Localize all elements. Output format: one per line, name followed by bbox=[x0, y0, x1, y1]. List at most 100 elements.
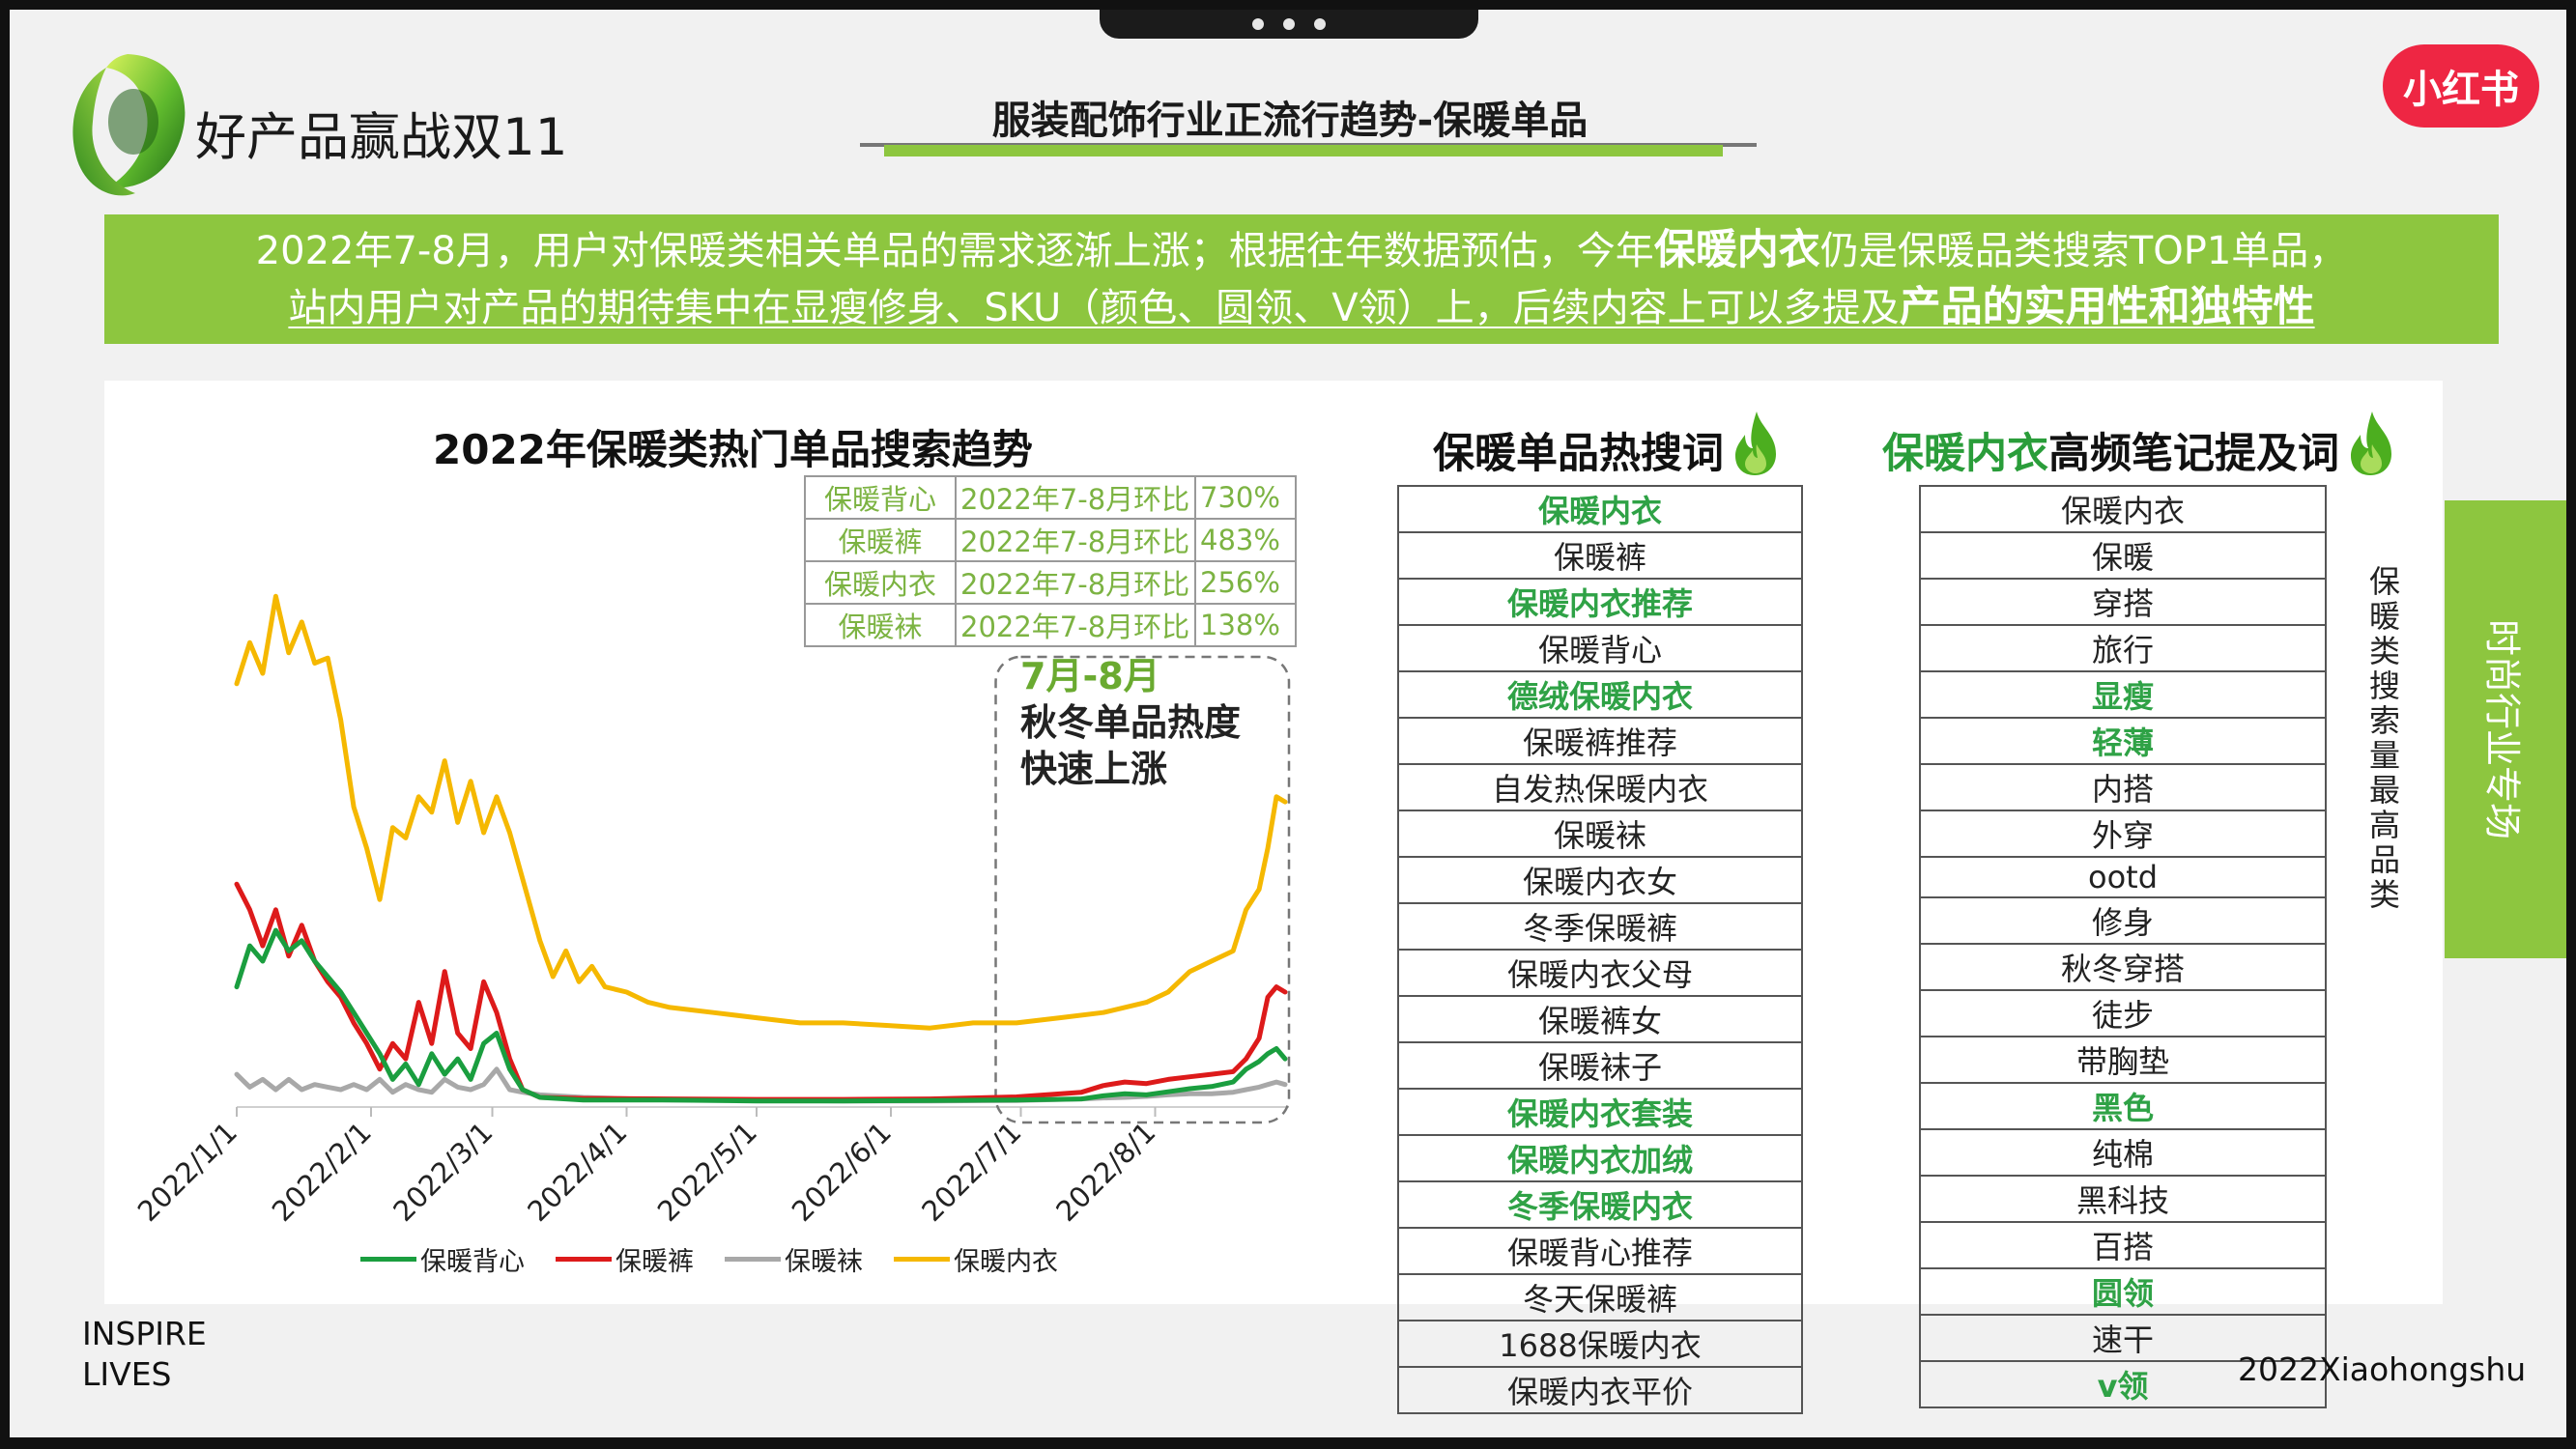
note-term-row: 修身 bbox=[1919, 895, 2327, 945]
inspire-text: INSPIRE bbox=[82, 1315, 207, 1352]
legend-swatch bbox=[725, 1257, 781, 1262]
mom-row: 保暖背心 2022年7-8月环比 730% bbox=[804, 475, 1297, 520]
slide: 好产品赢战双11 服装配饰行业正流行趋势-保暖单品 小红书 2022年7-8月，… bbox=[10, 10, 2566, 1437]
note-term-row: 秋冬穿搭 bbox=[1919, 942, 2327, 991]
series-line-2 bbox=[234, 1066, 1288, 1104]
note-term-row: ootd bbox=[1919, 856, 2327, 898]
green-ribbon-logo-icon bbox=[72, 54, 186, 196]
hot-term-row: 保暖内衣加绒 bbox=[1397, 1134, 1803, 1182]
x-tick-label: 2022/1/1 bbox=[131, 1116, 243, 1228]
mom-period: 2022年7-8月环比 bbox=[955, 560, 1196, 605]
legend-label: 保暖背心 bbox=[420, 1247, 525, 1277]
hot-term-row: 1688保暖内衣 bbox=[1397, 1320, 1803, 1368]
note-term-cell: 速干 bbox=[1919, 1313, 2327, 1362]
hot-terms-table: 保暖内衣 保暖裤 保暖内衣推荐 保暖背心 德绒保暖内衣 保暖裤推荐 自发热保暖内衣 保暖袜 保暖… bbox=[1397, 485, 1803, 1414]
legend-item: 保暖裤 bbox=[556, 1240, 694, 1278]
x-tick-label: 2022/2/1 bbox=[266, 1116, 378, 1228]
hot-term-row: 保暖内衣 bbox=[1397, 485, 1803, 533]
annotation: 7月-8月 秋冬单品热度 快速上涨 bbox=[1020, 653, 1241, 792]
series-line-1 bbox=[234, 881, 1288, 1102]
hot-term-row: 冬季保暖内衣 bbox=[1397, 1180, 1803, 1229]
note-term-row: 纯棉 bbox=[1919, 1127, 2327, 1177]
inspire-lives: INSPIRE LIVES bbox=[82, 1314, 207, 1395]
hot-term-row: 保暖内衣平价 bbox=[1397, 1366, 1803, 1414]
hot-term-cell: 冬季保暖裤 bbox=[1397, 902, 1803, 951]
hot-term-cell: 冬季保暖内衣 bbox=[1397, 1180, 1803, 1229]
trend-chart: 2022/1/1 2022/2/1 2022/3/1 2022/4/1 2022/5/1… bbox=[131, 593, 1291, 1228]
note-term-cell: 圆领 bbox=[1919, 1266, 2327, 1316]
note-terms-table: 保暖内衣 保暖 穿搭 旅行 显瘦 轻薄 内搭 外穿 ootd 修身 秋冬穿搭 徒步 带胸垫 黑色 纯棉 黑科技… bbox=[1919, 485, 2327, 1408]
mom-name: 保暖内衣 bbox=[804, 560, 957, 605]
chart-legend: 保暖背心 保暖裤 保暖袜 保暖内衣 bbox=[360, 1240, 1089, 1278]
note-term-row: 百搭 bbox=[1919, 1220, 2327, 1269]
banner-line-1: 2022年7-8月，用户对保暖类相关单品的需求逐渐上涨；根据往年数据预估，今年保… bbox=[104, 222, 2499, 279]
hot-term-cell: 保暖内衣推荐 bbox=[1397, 578, 1803, 626]
mom-row: 保暖内衣 2022年7-8月环比 256% bbox=[804, 560, 1297, 605]
x-tick-label: 2022/4/1 bbox=[521, 1116, 633, 1228]
note-term-row: 保暖内衣 bbox=[1919, 485, 2327, 533]
note-term-cell: 内搭 bbox=[1919, 763, 2327, 811]
hot-term-cell: 冬天保暖裤 bbox=[1397, 1273, 1803, 1321]
handle-dot bbox=[1283, 18, 1295, 30]
hot-term-cell: 德绒保暖内衣 bbox=[1397, 670, 1803, 719]
hot-term-cell: 自发热保暖内衣 bbox=[1397, 763, 1803, 811]
note-terms-heading-text: 高频笔记提及词 bbox=[2048, 430, 2339, 478]
note-term-row: 带胸垫 bbox=[1919, 1035, 2327, 1084]
note-term-row: 轻薄 bbox=[1919, 717, 2327, 765]
brand-title: 好产品赢战双11 bbox=[195, 108, 568, 167]
series-line-3 bbox=[234, 593, 1288, 1031]
hot-term-row: 保暖内衣套装 bbox=[1397, 1088, 1803, 1136]
hot-term-row: 冬季保暖裤 bbox=[1397, 902, 1803, 951]
note-term-cell: 轻薄 bbox=[1919, 717, 2327, 765]
copyright: 2022Xiaohongshu bbox=[2238, 1350, 2527, 1388]
note-term-row: 圆领 bbox=[1919, 1266, 2327, 1316]
chart-title: 2022年保暖类热门单品搜索趋势 bbox=[433, 426, 1033, 473]
note-term-cell: 穿搭 bbox=[1919, 578, 2327, 626]
title-underline-accent bbox=[884, 145, 1723, 156]
mom-name: 保暖背心 bbox=[804, 475, 957, 520]
legend-swatch bbox=[894, 1257, 950, 1262]
note-term-cell: 外穿 bbox=[1919, 810, 2327, 858]
window-handle[interactable] bbox=[1100, 10, 1478, 39]
hot-term-cell: 保暖内衣加绒 bbox=[1397, 1134, 1803, 1182]
note-term-row: 内搭 bbox=[1919, 763, 2327, 811]
mom-row: 保暖袜 2022年7-8月环比 138% bbox=[804, 603, 1297, 647]
note-term-cell: 百搭 bbox=[1919, 1220, 2327, 1269]
hot-term-cell: 保暖裤女 bbox=[1397, 995, 1803, 1043]
hot-term-cell: 保暖袜子 bbox=[1397, 1041, 1803, 1090]
banner-text: 站内用户对产品的期待集中在显瘦修身、SKU（颜色、圆领、V领）上，后续内容上可以… bbox=[288, 286, 1900, 330]
hot-terms-heading-text: 保暖单品热搜词 bbox=[1433, 430, 1724, 478]
hot-term-row: 保暖内衣女 bbox=[1397, 856, 1803, 904]
note-term-row: 黑科技 bbox=[1919, 1174, 2327, 1223]
annotation-text: 快速上涨 bbox=[1020, 748, 1168, 790]
hot-term-row: 自发热保暖内衣 bbox=[1397, 763, 1803, 811]
x-tick-label: 2022/5/1 bbox=[651, 1116, 763, 1228]
legend-swatch bbox=[556, 1257, 612, 1262]
side-tab[interactable]: 时尚行业专场 bbox=[2445, 500, 2566, 958]
note-term-row: 旅行 bbox=[1919, 624, 2327, 672]
hot-term-cell: 保暖内衣平价 bbox=[1397, 1366, 1803, 1414]
hot-term-cell: 保暖袜 bbox=[1397, 810, 1803, 858]
hot-term-cell: 保暖内衣女 bbox=[1397, 856, 1803, 904]
summary-banner: 2022年7-8月，用户对保暖类相关单品的需求逐渐上涨；根据往年数据预估，今年保… bbox=[104, 214, 2499, 344]
hot-term-cell: 保暖内衣父母 bbox=[1397, 949, 1803, 997]
note-terms-heading: 保暖内衣高频笔记提及词 bbox=[1882, 410, 2395, 480]
note-term-cell: 显瘦 bbox=[1919, 670, 2327, 719]
content-panel: 2022/1/1 2022/2/1 2022/3/1 2022/4/1 2022/5/1… bbox=[104, 381, 2443, 1414]
mom-name: 保暖裤 bbox=[804, 518, 957, 562]
handle-dot bbox=[1252, 18, 1264, 30]
note-term-row: 徒步 bbox=[1919, 988, 2327, 1037]
lives-text: LIVES bbox=[82, 1355, 172, 1393]
hot-term-row: 保暖内衣父母 bbox=[1397, 949, 1803, 997]
note-term-row: 显瘦 bbox=[1919, 670, 2327, 719]
x-tick-label: 2022/7/1 bbox=[915, 1116, 1027, 1228]
x-tick-label: 2022/8/1 bbox=[1049, 1116, 1161, 1228]
mom-value: 138% bbox=[1194, 603, 1297, 647]
hot-term-cell: 1688保暖内衣 bbox=[1397, 1320, 1803, 1368]
note-term-cell: 秋冬穿搭 bbox=[1919, 942, 2327, 991]
x-tick-label: 2022/6/1 bbox=[786, 1116, 898, 1228]
note-term-row: 外穿 bbox=[1919, 810, 2327, 858]
hot-term-cell: 保暖裤推荐 bbox=[1397, 717, 1803, 765]
hot-term-row: 保暖袜子 bbox=[1397, 1041, 1803, 1090]
mom-value: 730% bbox=[1194, 475, 1297, 520]
